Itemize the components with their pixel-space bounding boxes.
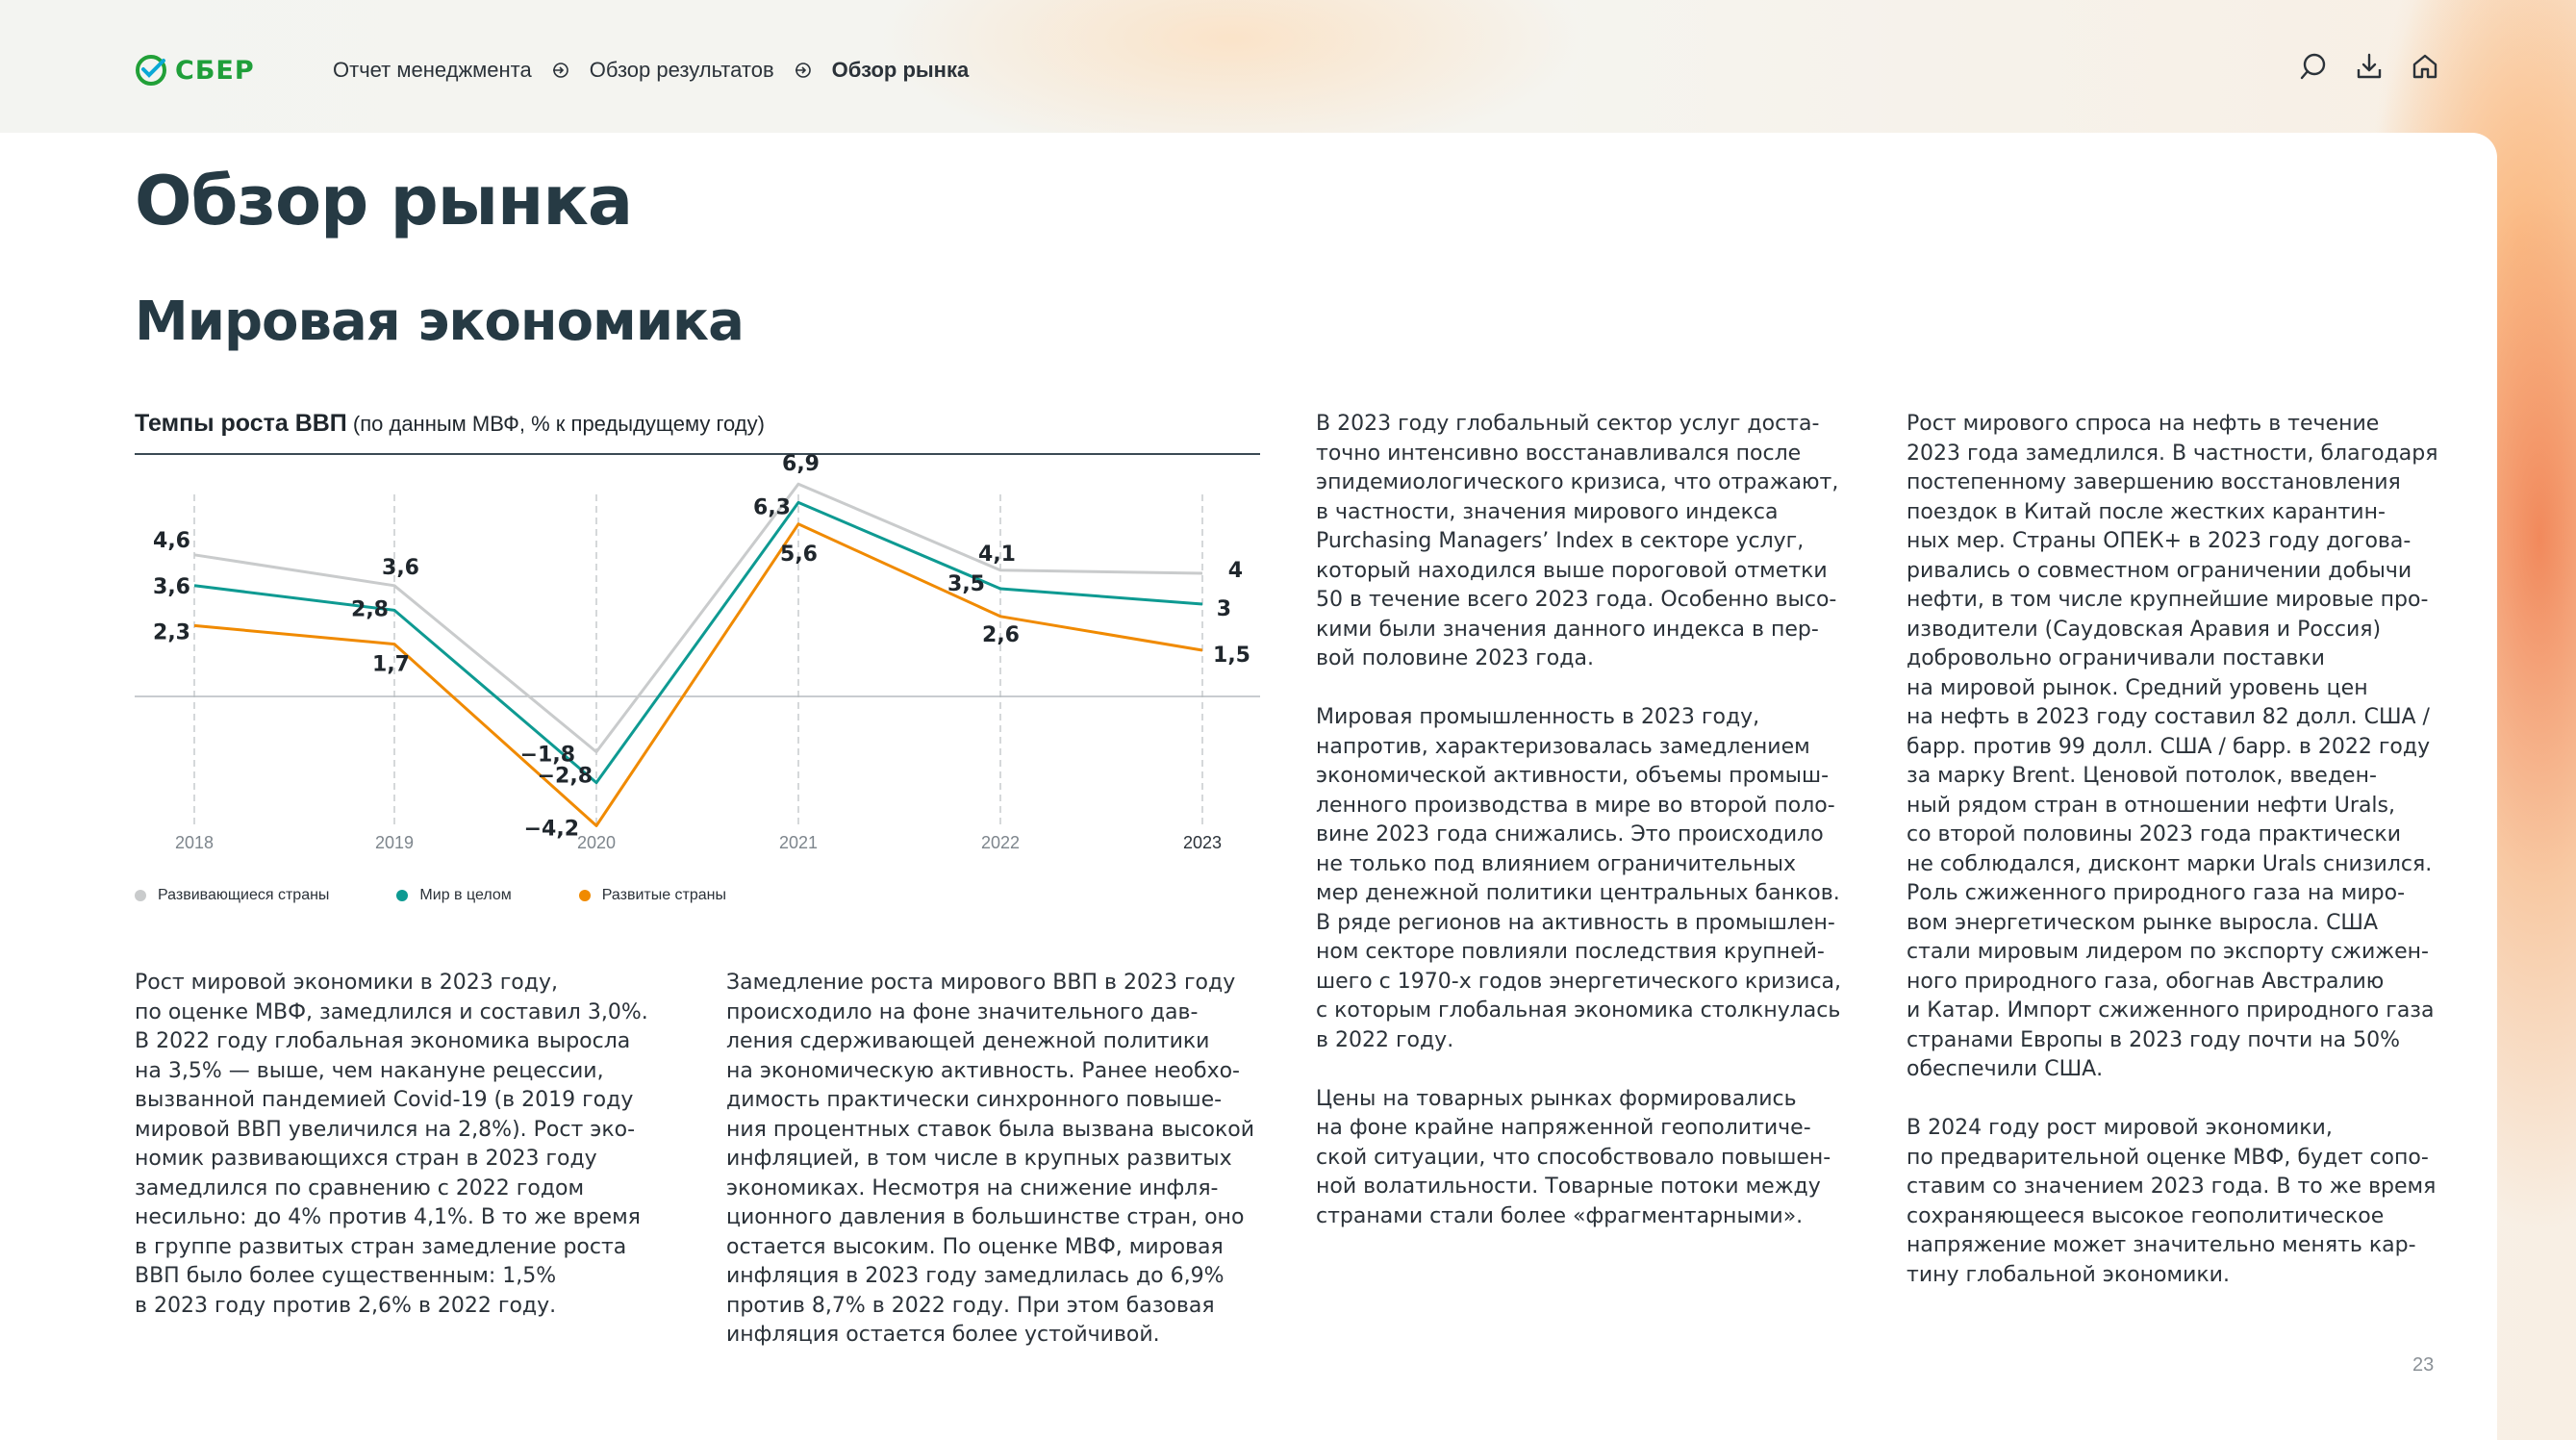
series-line-world — [193, 500, 1203, 785]
data-label: 1,5 — [1213, 644, 1250, 668]
paragraph: Рост мирового спроса на нефть в течение … — [1907, 412, 2438, 1081]
page-title: Обзор рынка — [135, 162, 633, 240]
paragraph: В 2023 году глобальный сектор услуг дост… — [1316, 412, 1839, 670]
text-column-world-growth: Рост мировой экономики в 2023 году, по о… — [135, 969, 673, 1351]
legend-marker-world — [396, 890, 409, 901]
arrow-right-icon — [794, 61, 813, 80]
download-icon[interactable] — [2353, 50, 2386, 83]
top-bar: СБЕР Отчет менеджмента Обзор результатов… — [0, 0, 2576, 133]
legend-item-developed: Развитые страны — [578, 887, 727, 904]
paragraph: Замедление роста мирового ВВП в 2023 год… — [726, 971, 1255, 1347]
sber-logo-icon — [136, 55, 166, 86]
series-line-developing — [193, 482, 1203, 754]
breadcrumb-item-market-overview[interactable]: Обзор рынка — [831, 58, 970, 82]
sber-logo[interactable]: СБЕР — [135, 54, 255, 87]
page-number: 23 — [2412, 1354, 2435, 1376]
legend-item-developing: Развивающиеся страны — [135, 887, 329, 904]
home-icon[interactable] — [2409, 50, 2441, 83]
data-label: 3,6 — [382, 556, 419, 580]
text-column-monetary-policy: Замедление роста мирового ВВП в 2023 год… — [726, 969, 1265, 1379]
data-label: 2,3 — [153, 620, 190, 644]
x-tick-label-2019: 2019 — [375, 833, 414, 852]
data-label: 3,6 — [153, 575, 190, 599]
data-label: 4,6 — [153, 529, 190, 553]
breadcrumb-item-management-report[interactable]: Отчет менеджмента — [333, 58, 532, 82]
x-tick-label-2018: 2018 — [175, 833, 214, 852]
paragraph: Мировая промышленность в 2023 году, напр… — [1316, 705, 1842, 1052]
chart-title: Темпы роста ВВП (по данным МВФ, % к пред… — [135, 410, 1260, 455]
x-tick-label-2020: 2020 — [577, 833, 616, 852]
paragraph: Рост мировой экономики в 2023 году, по о… — [135, 971, 648, 1318]
data-label: −4,2 — [524, 817, 579, 841]
chart-legend: Развивающиеся страны Мир в целом Развиты… — [135, 887, 726, 904]
search-icon[interactable] — [2297, 50, 2330, 83]
legend-label-world: Мир в целом — [419, 887, 512, 903]
legend-label-developed: Развитые страны — [601, 887, 727, 903]
x-tick-label-2022: 2022 — [981, 833, 1020, 852]
toolbar-icons — [2297, 50, 2441, 83]
gdp-growth-chart: 2018 2019 2020 2021 2022 2023 4,6 3,6 −1,8 6,9 4,1… — [135, 452, 1260, 852]
x-tick-label-2021: 2021 — [779, 833, 818, 852]
arrow-right-icon — [551, 61, 570, 80]
data-label: 6,9 — [782, 452, 820, 476]
legend-marker-developed — [578, 890, 591, 901]
section-title: Мировая экономика — [135, 291, 745, 353]
series-line-developed — [193, 522, 1203, 827]
data-label: 5,6 — [780, 543, 818, 567]
legend-item-world: Мир в целом — [396, 887, 512, 904]
data-label: −1,8 — [520, 744, 575, 768]
paragraph: Цены на товарных рынках формировались на… — [1316, 1086, 1831, 1228]
legend-marker-developing — [135, 890, 146, 901]
breadcrumb-item-results-overview[interactable]: Обзор результатов — [589, 58, 774, 82]
chart-title-main: Темпы роста ВВП — [135, 410, 347, 437]
breadcrumb: Отчет менеджмента Обзор результатов Обзо… — [333, 58, 969, 83]
text-column-oil-gas: Рост мирового спроса на нефть в течение … — [1907, 410, 2455, 1320]
data-label: 1,7 — [372, 653, 410, 677]
chart-title-note: (по данным МВФ, % к предыдущему году) — [346, 412, 765, 436]
logo-text: СБЕР — [175, 55, 255, 86]
data-label: 3,5 — [947, 572, 985, 596]
legend-label-developing: Развивающиеся страны — [158, 887, 330, 903]
content-card — [0, 133, 2497, 1440]
x-tick-label-2023: 2023 — [1183, 833, 1222, 852]
data-label: 6,3 — [753, 495, 791, 519]
data-label: 2,6 — [982, 623, 1020, 647]
paragraph: В 2024 году рост мировой экономики, по п… — [1907, 1116, 2437, 1287]
data-label: 3 — [1217, 597, 1231, 621]
text-column-services-industry: В 2023 году глобальный сектор услуг дост… — [1316, 410, 1864, 1261]
data-label: −2,8 — [538, 765, 593, 789]
data-label: 2,8 — [351, 597, 389, 621]
data-label: 4,1 — [978, 543, 1016, 567]
data-label: 4 — [1228, 559, 1243, 583]
